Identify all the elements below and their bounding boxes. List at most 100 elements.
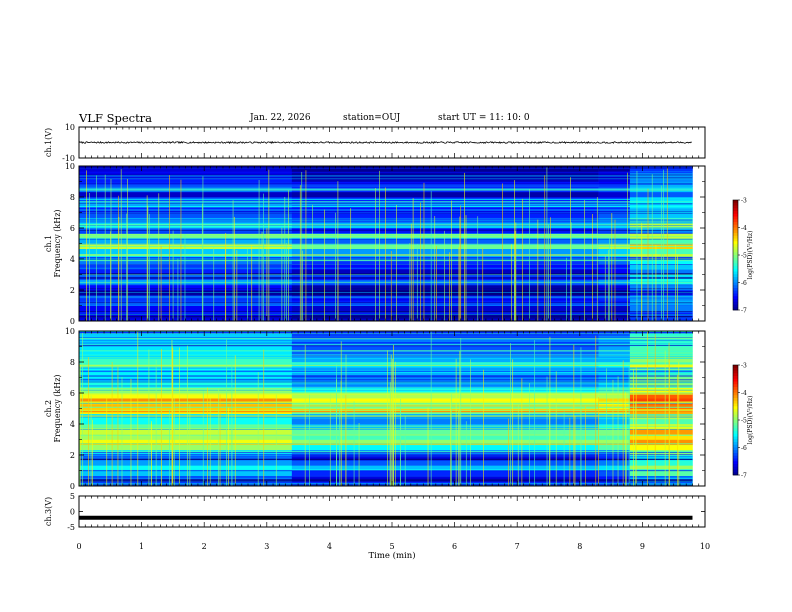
x-tick-label: 3 (264, 542, 269, 551)
spectrogram-cell (629, 475, 693, 482)
colorbar-step (733, 395, 738, 399)
station-label: station=OUJ (343, 113, 401, 123)
spectrogram-cell (79, 233, 293, 239)
spectrogram-layer (79, 166, 705, 487)
spectrogram-cell (629, 346, 693, 352)
colorbar-step (733, 425, 738, 429)
colorbar-step (733, 290, 738, 294)
spectrogram-cell (79, 418, 293, 425)
colorbar-step (733, 208, 738, 212)
colorbar-step (733, 431, 738, 435)
chart-title: VLF Spectra (79, 111, 153, 125)
spectrogram-cell (629, 470, 693, 476)
spectrogram-cell (291, 429, 599, 435)
colorbar-step (733, 461, 738, 465)
spectrogram-cell (79, 284, 293, 291)
spectrogram-cell (598, 269, 631, 275)
spectrogram-cell (291, 284, 599, 291)
spectrogram-cell (291, 465, 599, 471)
spectrogram-cell (79, 382, 293, 389)
spectrogram-cell (291, 444, 599, 451)
spectrogram-cell (79, 305, 293, 311)
colorbar-step (733, 235, 738, 239)
colorbar-tick-label: -4 (741, 225, 747, 232)
x-tick-label: 6 (452, 542, 457, 551)
spectrogram-cell (79, 171, 293, 177)
colorbar-tick-label: -3 (741, 363, 747, 370)
y-tick-label: 10 (65, 123, 75, 132)
spectrogram-cell (79, 367, 293, 373)
spectrogram-cell (79, 465, 293, 471)
spectrogram-cell (79, 269, 293, 275)
y-tick-label: 2 (70, 286, 75, 295)
spectrogram-cell (79, 393, 293, 399)
spectrogram-cell (291, 259, 599, 265)
channel-label: ch.2 (44, 400, 53, 417)
spectrogram-cell (291, 418, 599, 425)
waveform-layer (78, 127, 705, 527)
ch1-trace (78, 140, 692, 145)
colorbar-step (733, 439, 738, 443)
x-tick-label: 8 (577, 542, 582, 551)
x-tick-label: 4 (327, 542, 332, 551)
y-tick-label: 10 (65, 327, 75, 336)
y-tick-label: 0 (70, 482, 75, 491)
spectrogram-cell (598, 351, 631, 358)
colorbar-layer (732, 199, 740, 476)
colorbar-step (733, 370, 738, 374)
colorbar-step (733, 200, 738, 204)
y-tick-label: 8 (70, 193, 75, 202)
spectrogram-cell (79, 181, 293, 187)
colorbar-label: log(PSD)(V²/Hz) (747, 396, 754, 445)
spectrogram-cell (629, 460, 693, 466)
spectrogram-cell (291, 212, 599, 218)
colorbar-step (733, 279, 738, 283)
spectrogram-cell (598, 253, 631, 260)
spectrogram-cell (629, 398, 693, 404)
spectrogram-cell (291, 248, 599, 255)
spectrogram-cell (79, 429, 293, 435)
colorbar-step (733, 252, 738, 256)
colorbar-step (733, 216, 738, 220)
spectrogram-cell (79, 387, 293, 394)
colorbar-step (733, 373, 738, 377)
spectrogram-cell (629, 181, 693, 187)
spectrogram-cell (79, 248, 293, 255)
colorbar-step (733, 219, 738, 223)
colorbar-step (733, 433, 738, 437)
colorbar-step (733, 387, 738, 391)
spectrogram-cell (598, 336, 631, 342)
spectrogram-cell (79, 191, 293, 198)
spectrogram-cell (598, 284, 631, 291)
y-tick-label: 0 (70, 317, 75, 326)
spectrogram-cell (598, 233, 631, 239)
x-tick-label: 2 (202, 542, 207, 551)
spectrogram-cell (291, 181, 599, 187)
spectrogram-cell (291, 362, 599, 368)
colorbar-step (733, 403, 738, 407)
colorbar-step (733, 241, 738, 245)
spectrogram-cell (79, 259, 293, 265)
spectrogram-cell (291, 372, 599, 378)
x-tick-label: 9 (640, 542, 645, 551)
colorbar-step (733, 376, 738, 380)
colorbar-step (733, 378, 738, 382)
colorbar-step (733, 211, 738, 215)
spectrogram-cell (598, 429, 631, 435)
y-tick-label: 8 (70, 358, 75, 367)
spectrogram-cell (79, 362, 293, 368)
colorbar-step (733, 398, 738, 402)
spectrogram-cell (79, 470, 293, 476)
spectrogram-cell (629, 367, 693, 373)
spectrogram-cell (291, 434, 599, 440)
spectrogram-cell (629, 336, 693, 342)
colorbar-step (733, 260, 738, 264)
y-tick-label: 2 (70, 451, 75, 460)
colorbar-step (733, 444, 738, 448)
x-tick-label: 1 (139, 542, 144, 551)
spectrogram-cell (79, 212, 293, 218)
spectrogram-cell (629, 356, 693, 363)
colorbar-step (733, 469, 738, 473)
y-tick-label: 0 (70, 508, 75, 517)
colorbar-step (733, 230, 738, 234)
